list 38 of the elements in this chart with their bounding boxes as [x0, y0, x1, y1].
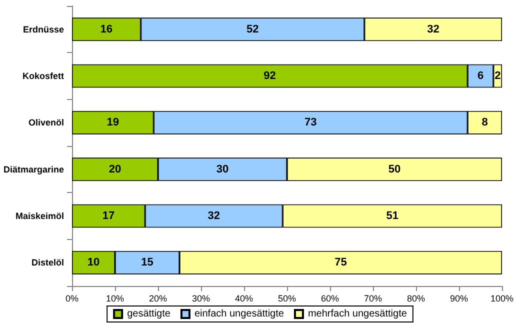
x-tick-label: 90%	[450, 294, 468, 304]
y-tick-label: Kokosfett	[22, 71, 64, 81]
data-label: 73	[304, 116, 317, 129]
legend-label: gesättigte	[127, 308, 171, 320]
x-tick-label: 50%	[278, 294, 296, 304]
data-label: 6	[477, 70, 484, 82]
y-tick-label: Diätmargarine	[3, 164, 64, 174]
legend-label: mehrfach ungesättigte	[308, 308, 408, 320]
y-tick-label: Distelöl	[31, 258, 64, 268]
data-label: 51	[386, 210, 398, 222]
x-tick-label: 100%	[490, 294, 514, 304]
x-tick-label: 80%	[406, 294, 426, 304]
legend-label: einfach ungesättigte	[194, 308, 284, 320]
y-tick-label: Olivenöl	[28, 118, 64, 128]
data-label: 15	[141, 256, 154, 269]
data-label: 32	[427, 23, 440, 36]
data-label: 10	[87, 256, 100, 269]
x-tick-label: 70%	[364, 294, 382, 304]
x-tick-label: 30%	[192, 294, 210, 304]
data-label: 19	[106, 116, 119, 129]
data-label: 52	[246, 23, 259, 36]
data-label: 75	[334, 256, 347, 269]
data-label: 50	[388, 163, 401, 176]
data-label: 92	[264, 70, 276, 82]
x-tick-label: 0%	[65, 294, 79, 304]
data-label: 20	[108, 163, 122, 176]
data-label: 17	[102, 210, 115, 222]
x-tick-label: 20%	[148, 294, 168, 304]
x-tick-label: 10%	[106, 294, 124, 304]
data-label: 30	[216, 163, 229, 176]
data-label: 16	[100, 23, 113, 36]
x-tick-label: 40%	[234, 294, 254, 304]
data-label: 32	[208, 210, 220, 222]
x-tick-label: 60%	[320, 294, 340, 304]
data-label: 8	[482, 116, 488, 129]
y-tick-label: Erdnüsse	[22, 24, 64, 34]
y-tick-label: Maiskeimöl	[15, 211, 64, 221]
data-label: 2	[494, 70, 501, 82]
